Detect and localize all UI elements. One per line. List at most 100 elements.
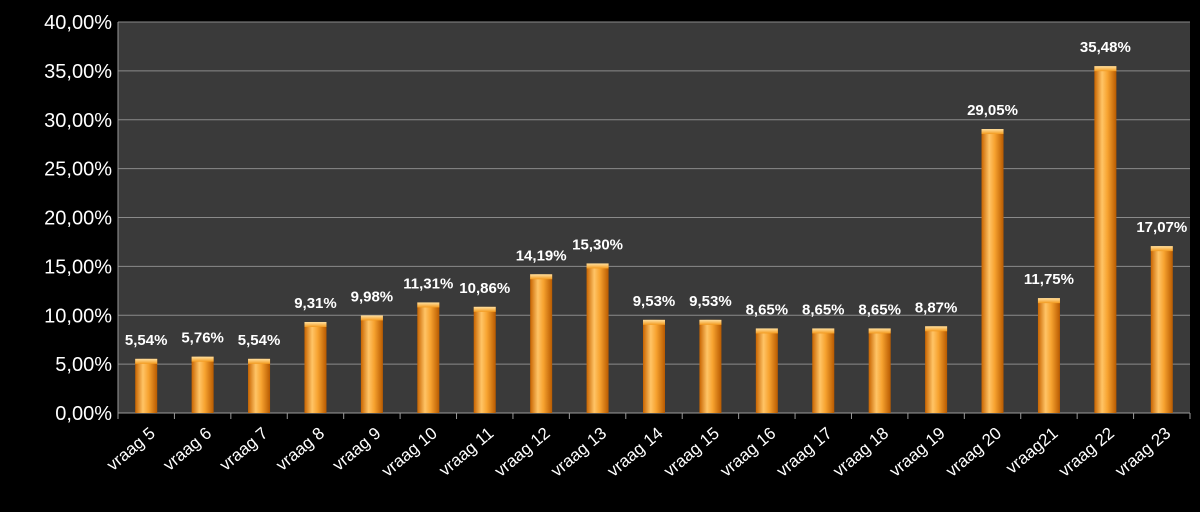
data-label: 11,31% <box>403 275 453 292</box>
bar <box>248 358 271 413</box>
bar-cap <box>191 356 214 362</box>
bar <box>530 274 553 413</box>
y-tick-label: 25,00% <box>44 159 112 181</box>
y-tick-label: 10,00% <box>44 305 112 327</box>
bar-body <box>417 302 440 413</box>
bar-body <box>925 326 948 413</box>
bar <box>868 328 891 413</box>
data-label: 9,31% <box>294 295 337 312</box>
bar-body <box>1037 298 1060 413</box>
bar <box>643 319 665 413</box>
x-tick-label: vraag 13 <box>547 424 610 481</box>
bar-cap <box>417 302 440 308</box>
gridlines <box>118 21 1190 365</box>
bar-cap <box>135 358 158 364</box>
bar <box>1094 66 1117 414</box>
x-tick-label: vraag 7 <box>216 424 272 475</box>
data-labels: 5,54% 5,76% 5,54% 9,31% 9,98% 11,31% 10,86% 14,… <box>125 39 1187 349</box>
y-tick-label: 0,00% <box>55 403 112 425</box>
x-tick-label: vraag 8 <box>272 424 328 475</box>
x-tick-label: vraag 23 <box>1111 424 1174 481</box>
bar <box>473 306 496 413</box>
x-tick-label: vraag 14 <box>604 424 667 481</box>
x-tick-label: vraag 12 <box>491 424 554 481</box>
x-tick-label: vraag 17 <box>773 424 836 481</box>
data-label: 8,65% <box>858 301 901 318</box>
x-tick-label: vraag 19 <box>886 424 949 481</box>
bar <box>981 129 1004 413</box>
bar-cap <box>530 274 553 280</box>
bar-body <box>981 129 1004 413</box>
data-label: 15,30% <box>572 236 623 253</box>
data-label: 5,54% <box>125 332 168 349</box>
data-label: 14,19% <box>516 247 567 264</box>
data-label: 9,98% <box>351 288 394 305</box>
bar-cap <box>248 358 271 364</box>
bar-cap <box>1150 246 1173 252</box>
bar <box>925 326 948 413</box>
y-tick-label: 5,00% <box>55 354 112 376</box>
bar-body <box>530 274 553 413</box>
bar-cap <box>360 315 383 321</box>
bar <box>755 328 778 413</box>
bar-body <box>643 319 665 413</box>
x-tick-labels: vraag 5 vraag 6 vraag 7 vraag 8 vraag 9vraag… <box>103 424 1174 481</box>
y-tick-label: 30,00% <box>44 110 112 132</box>
bar-cap <box>586 263 609 269</box>
data-label: 29,05% <box>967 102 1018 119</box>
bars <box>135 66 1173 414</box>
bar <box>1150 246 1173 413</box>
bar-body <box>812 328 835 413</box>
y-tick-label: 20,00% <box>44 208 112 230</box>
x-tick-label: vraag 10 <box>378 424 441 481</box>
data-label: 17,07% <box>1136 219 1187 236</box>
bar-body <box>191 356 214 413</box>
bar-cap <box>473 306 496 312</box>
data-label: 35,48% <box>1080 39 1131 56</box>
x-tick-label: vraag 22 <box>1055 424 1118 481</box>
bar <box>304 321 327 413</box>
bar <box>812 328 835 413</box>
bar-cap <box>755 328 778 334</box>
bar-cap <box>304 321 327 327</box>
bar-cap <box>643 319 665 325</box>
y-tick-label: 40,00% <box>44 12 112 34</box>
bar-cap <box>1037 298 1060 304</box>
data-label: 5,54% <box>238 332 281 349</box>
bar <box>417 302 440 413</box>
data-label: 9,53% <box>689 293 732 310</box>
bar-body <box>248 358 271 413</box>
bar-cap <box>868 328 891 334</box>
y-tick-label: 35,00% <box>44 61 112 83</box>
bar-body <box>868 328 891 413</box>
bar-body <box>755 328 778 413</box>
bar-cap <box>699 319 722 325</box>
data-label: 8,65% <box>802 301 845 318</box>
bar-body <box>360 315 383 413</box>
bar-cap <box>981 129 1004 135</box>
bar-body <box>1150 246 1173 413</box>
x-tick-label: vraag 11 <box>435 424 497 480</box>
data-label: 5,76% <box>181 330 224 347</box>
bar <box>699 319 722 413</box>
data-label: 8,65% <box>746 301 789 318</box>
x-tick-label: vraag 15 <box>660 424 723 481</box>
bar-body <box>586 263 609 413</box>
data-label: 8,87% <box>915 299 958 316</box>
bar-cap <box>812 328 835 334</box>
bar-body <box>473 306 496 413</box>
data-label: 9,53% <box>633 293 676 310</box>
data-label: 11,75% <box>1024 271 1074 288</box>
x-tick-label: vraag 20 <box>942 424 1005 481</box>
x-tick-label: vraag 16 <box>717 424 780 481</box>
bar-cap <box>925 326 948 332</box>
bar-body <box>699 319 722 413</box>
x-tick-label: vraag 5 <box>103 424 159 475</box>
bar-body <box>1094 66 1117 414</box>
x-tick-label: vraag 18 <box>829 424 892 481</box>
x-tick-label: vraag 9 <box>329 424 385 475</box>
bar <box>191 356 214 413</box>
bar <box>586 263 609 413</box>
